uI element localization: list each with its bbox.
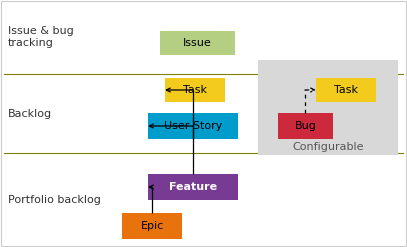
Bar: [165, 78, 225, 102]
Bar: [122, 213, 182, 239]
Bar: [148, 113, 238, 139]
Text: User Story: User Story: [164, 121, 222, 131]
Text: Issue: Issue: [183, 38, 212, 48]
Bar: [278, 113, 333, 139]
Text: Task: Task: [334, 85, 358, 95]
Text: Task: Task: [183, 85, 207, 95]
Bar: [160, 31, 235, 55]
Bar: [316, 78, 376, 102]
Text: Bug: Bug: [295, 121, 316, 131]
Text: Feature: Feature: [169, 182, 217, 192]
Bar: [148, 174, 238, 200]
Text: Backlog: Backlog: [8, 109, 52, 119]
Bar: [258, 60, 398, 155]
Text: Portfolio backlog: Portfolio backlog: [8, 195, 101, 205]
Text: Configurable: Configurable: [292, 142, 364, 152]
Text: Issue & bug
tracking: Issue & bug tracking: [8, 26, 74, 48]
Text: Epic: Epic: [140, 221, 164, 231]
